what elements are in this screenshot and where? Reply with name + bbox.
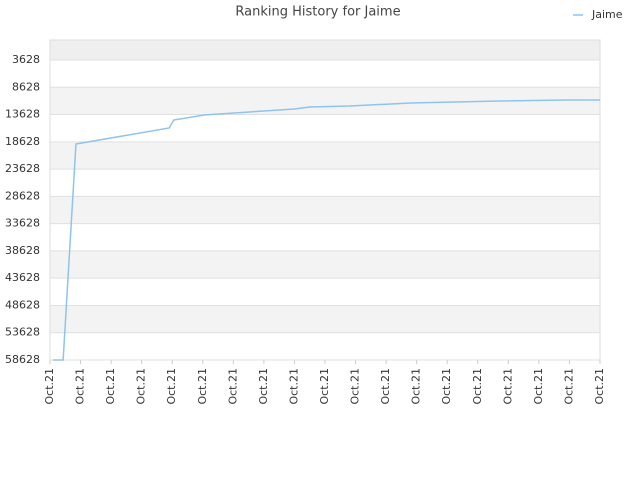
grid-band	[50, 141, 600, 170]
x-tick-label: Oct.21	[379, 368, 392, 405]
y-tick-label: 3628	[12, 53, 40, 66]
legend-label: Jaime	[591, 8, 623, 21]
x-tick-label: Oct.21	[74, 368, 87, 405]
x-tick-label: Oct.21	[104, 368, 117, 405]
grid-band	[50, 305, 600, 333]
x-tick-label: Oct.21	[501, 368, 514, 405]
x-tick-label: Oct.21	[257, 368, 270, 405]
y-tick-label: 43628	[5, 271, 40, 284]
x-tick-label: Oct.21	[226, 368, 239, 405]
y-tick-label: 58628	[5, 353, 40, 366]
y-tick-label: 38628	[5, 244, 40, 257]
x-tick-label: Oct.21	[135, 368, 148, 405]
y-tick-label: 13628	[5, 108, 40, 121]
x-tick-label: Oct.21	[471, 368, 484, 405]
x-tick-label: Oct.21	[165, 368, 178, 405]
y-tick-label: 8628	[12, 80, 40, 93]
y-tick-label: 18628	[5, 135, 40, 148]
x-tick-label: Oct.21	[318, 368, 331, 405]
x-tick-label: Oct.21	[593, 368, 606, 405]
x-tick-label: Oct.21	[43, 368, 56, 405]
grid-band	[50, 196, 600, 224]
y-tick-label: 53628	[5, 326, 40, 339]
x-tick-label: Oct.21	[349, 368, 362, 405]
x-tick-label: Oct.21	[440, 368, 453, 405]
x-tick-label: Oct.21	[562, 368, 575, 405]
line	[53, 99, 600, 361]
x-tick-label: Oct.21	[287, 368, 300, 405]
y-tick-label: 28628	[5, 189, 40, 202]
chart-title: Ranking History for Jaime	[235, 5, 400, 20]
x-tick-label: Oct.21	[532, 368, 545, 405]
y-tick-label: 33628	[5, 217, 40, 230]
x-tick-label: Oct.21	[410, 368, 423, 405]
y-tick-label: 48628	[5, 298, 40, 311]
grid-band	[50, 250, 600, 279]
grid-band	[50, 40, 600, 61]
y-tick-label: 23628	[5, 162, 40, 175]
x-tick-label: Oct.21	[196, 368, 209, 405]
